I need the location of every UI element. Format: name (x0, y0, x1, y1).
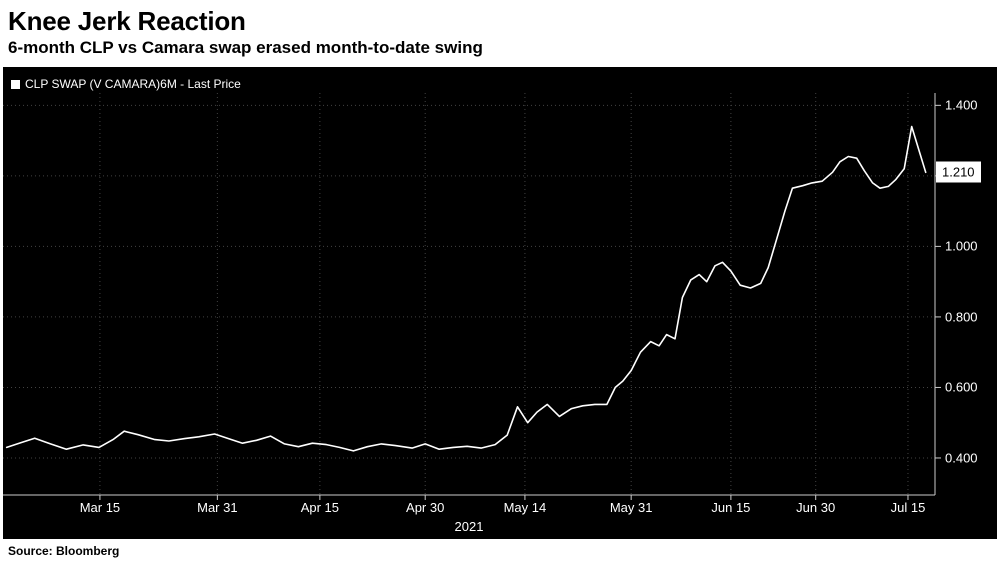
x-axis-label: Jun 30 (796, 500, 836, 515)
y-axis: 1.210 0.400 0.600 0.800 1.000 1.400 (935, 93, 997, 495)
legend: CLP SWAP (V CAMARA)6M - Last Price (3, 67, 997, 93)
chart-header: Knee Jerk Reaction 6-month CLP vs Camara… (0, 0, 1000, 59)
page-title: Knee Jerk Reaction (8, 6, 246, 36)
x-axis-label: May 31 (609, 500, 653, 515)
y-axis-label: 1.000 (945, 238, 978, 254)
source-text: Source: Bloomberg (8, 544, 120, 558)
legend-marker-icon (11, 79, 20, 89)
plot-row: 1.210 0.400 0.600 0.800 1.000 1.400 (3, 93, 997, 500)
y-axis-label: 0.400 (945, 450, 978, 466)
last-price-label: 1.210 (936, 161, 981, 183)
chart-panel: CLP SWAP (V CAMARA)6M - Last Price 1.210… (3, 67, 997, 539)
chart-subtitle: 6-month CLP vs Camara swap erased month-… (8, 38, 483, 57)
y-axis-label: 0.600 (945, 379, 978, 395)
x-axis-label: Jun 15 (711, 500, 751, 515)
x-axis-year-row: 2021 (3, 516, 935, 539)
series-line (5, 125, 927, 452)
x-axis-label: May 14 (503, 500, 547, 515)
x-axis-label: Apr 30 (406, 500, 445, 515)
x-axis-year-label: 2021 (454, 519, 484, 534)
x-axis-label: Jul 15 (890, 500, 926, 515)
legend-label: CLP SWAP (V CAMARA)6M - Last Price (25, 77, 241, 91)
chart-footer: Source: Bloomberg (0, 539, 1000, 558)
y-axis-label: 0.800 (945, 309, 978, 325)
y-axis-label: 1.400 (945, 97, 978, 113)
x-axis-label: Mar 15 (79, 500, 121, 515)
plot-area (3, 93, 941, 500)
x-axis-label: Apr 15 (300, 500, 340, 515)
x-axis: Mar 15 Mar 31 Apr 15 Apr 30 May 14 May 31 Jun … (3, 495, 935, 516)
x-axis-label: Mar 31 (197, 500, 238, 515)
chart-canvas (3, 93, 941, 500)
